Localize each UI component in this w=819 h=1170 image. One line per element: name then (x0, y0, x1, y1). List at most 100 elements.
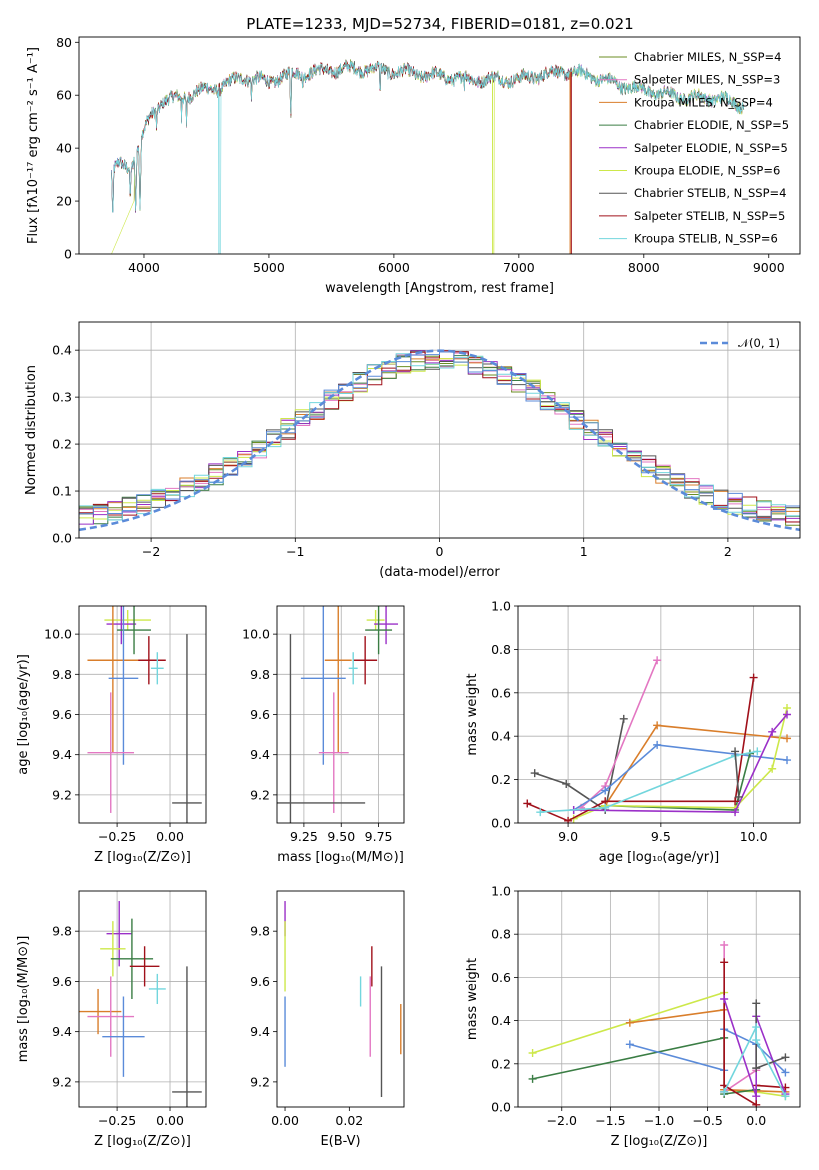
weight-marker (781, 1068, 790, 1077)
y-axis-label: Normed distribution (24, 365, 39, 495)
weight-marker (749, 673, 758, 682)
x-tick-label: 9000 (753, 260, 785, 275)
weight-line (573, 713, 788, 813)
y-tick-label: 9.6 (52, 707, 72, 722)
y-tick-label: 9.2 (52, 787, 72, 802)
y-tick-label: 0.8 (491, 642, 511, 657)
y-tick-label: 60 (56, 88, 72, 103)
axes-frame (517, 890, 801, 1108)
y-tick-label: 0 (64, 247, 72, 262)
y-axis-label: mass weight (465, 958, 480, 1040)
x-tick-label: 9.0 (558, 829, 578, 844)
weight-marker (768, 764, 777, 773)
weight-marker (731, 808, 740, 817)
x-tick-label: 6000 (378, 260, 410, 275)
age-vs-Z-panel: −0.25 0.00 9.2 9.4 9.6 9.8 10.0 Z [log₁₀(Z/Z⊙)]… (16, 605, 207, 865)
weight-line (573, 744, 788, 811)
legend-label: Chabrier STELIB, N_SSP=4 (634, 186, 786, 200)
y-tick-label: 9.8 (52, 667, 72, 682)
mass-vs-ebv-panel: 0.00 0.02 9.2 9.4 9.6 9.8 E(B-V) (250, 890, 405, 1149)
x-tick-label: 4000 (128, 260, 160, 275)
weight-marker (653, 721, 662, 730)
weight-marker (752, 1023, 761, 1032)
x-tick-label: −0.25 (98, 1113, 136, 1128)
legend-label: Chabrier MILES, N_SSP=4 (634, 50, 781, 64)
y-tick-label: 0.2 (491, 772, 511, 787)
axes-frame (78, 605, 207, 824)
y-tick-label: 9.2 (250, 1074, 270, 1089)
weight-line (734, 751, 740, 798)
legend-label: Kroupa MILES, N_SSP=4 (634, 95, 773, 109)
age-vs-mass-panel: 9.25 9.50 9.75 9.2 9.4 9.6 9.8 10.0 mass [log₁₀(… (242, 605, 405, 865)
x-tick-label: 0.00 (156, 1113, 184, 1128)
weight-line (723, 998, 787, 1097)
x-tick-label: −1.0 (644, 1113, 674, 1128)
plot-area (528, 941, 790, 1107)
x-tick-label: −1 (286, 544, 304, 559)
weight-marker (653, 740, 662, 749)
weight-marker (528, 1074, 537, 1083)
weight-marker (625, 1040, 634, 1049)
x-tick-label: 0.00 (271, 1113, 299, 1128)
plot-area (277, 606, 399, 823)
legend-label: Salpeter ELODIE, N_SSP=5 (634, 141, 788, 155)
weight-marker (528, 1049, 537, 1057)
weight-marker (783, 734, 792, 743)
weight-marker (731, 797, 740, 806)
y-tick-label: 9.2 (250, 787, 270, 802)
x-axis-label: mass [log₁₀(M/M⊙)] (277, 850, 404, 865)
y-tick-label: 20 (56, 194, 72, 209)
weight-marker (530, 769, 539, 778)
x-tick-label: 0 (436, 544, 444, 559)
y-tick-label: 9.4 (250, 747, 270, 762)
weight-line (540, 750, 758, 813)
weight-marker (781, 1053, 790, 1062)
weight-marker (720, 1087, 729, 1096)
weight-marker (564, 816, 573, 823)
x-tick-label: 0.00 (156, 829, 184, 844)
axes-frame (78, 321, 801, 539)
legend-label: Salpeter STELIB, N_SSP=5 (634, 209, 785, 223)
x-tick-label: 10.0 (740, 829, 768, 844)
x-tick-label: −1.5 (595, 1113, 625, 1128)
x-tick-label: 9.75 (365, 829, 393, 844)
y-tick-label: 0.6 (491, 685, 511, 700)
x-axis-label: Z [log₁₀(Z/Z⊙)] (94, 1134, 191, 1149)
y-tick-label: 0.1 (52, 484, 72, 499)
axes-frame (78, 36, 801, 255)
y-tick-label: 9.6 (52, 974, 72, 989)
y-tick-label: 9.8 (52, 924, 72, 939)
plot-area (111, 59, 745, 254)
y-tick-label: 1.0 (491, 884, 511, 899)
y-tick-label: 0.4 (52, 343, 72, 358)
weight-marker (731, 747, 740, 756)
y-tick-label: 9.4 (250, 1024, 270, 1039)
y-axis-label: mass weight (465, 673, 480, 755)
y-axis-label: mass [log₁₀(M/M⊙)] (16, 936, 31, 1063)
weight-marker (768, 727, 777, 736)
x-axis-label: (data-model)/error (379, 565, 500, 580)
axes-frame (276, 605, 405, 824)
weight-marker (752, 1092, 761, 1101)
axes-frame (517, 605, 801, 824)
plot-area (79, 901, 202, 1107)
y-tick-label: 9.2 (52, 1074, 72, 1089)
weight-line (723, 945, 757, 1094)
x-tick-label: 2 (724, 544, 732, 559)
x-tick-label: 0.02 (335, 1113, 363, 1128)
residual-histogram (79, 351, 800, 522)
weight-marker (562, 779, 571, 788)
x-tick-label: 9.5 (651, 829, 671, 844)
y-tick-label: 10.0 (242, 627, 270, 642)
y-tick-label: 9.6 (250, 707, 270, 722)
spectrum-line (111, 60, 745, 254)
y-tick-label: 10.0 (44, 627, 72, 642)
x-tick-label: 1 (580, 544, 588, 559)
x-tick-label: 0.0 (746, 1113, 766, 1128)
weight-marker (734, 792, 743, 801)
weight-marker (536, 808, 545, 817)
weight-marker (653, 656, 662, 665)
x-tick-label: 9.50 (327, 829, 355, 844)
weight-marker (753, 747, 762, 756)
